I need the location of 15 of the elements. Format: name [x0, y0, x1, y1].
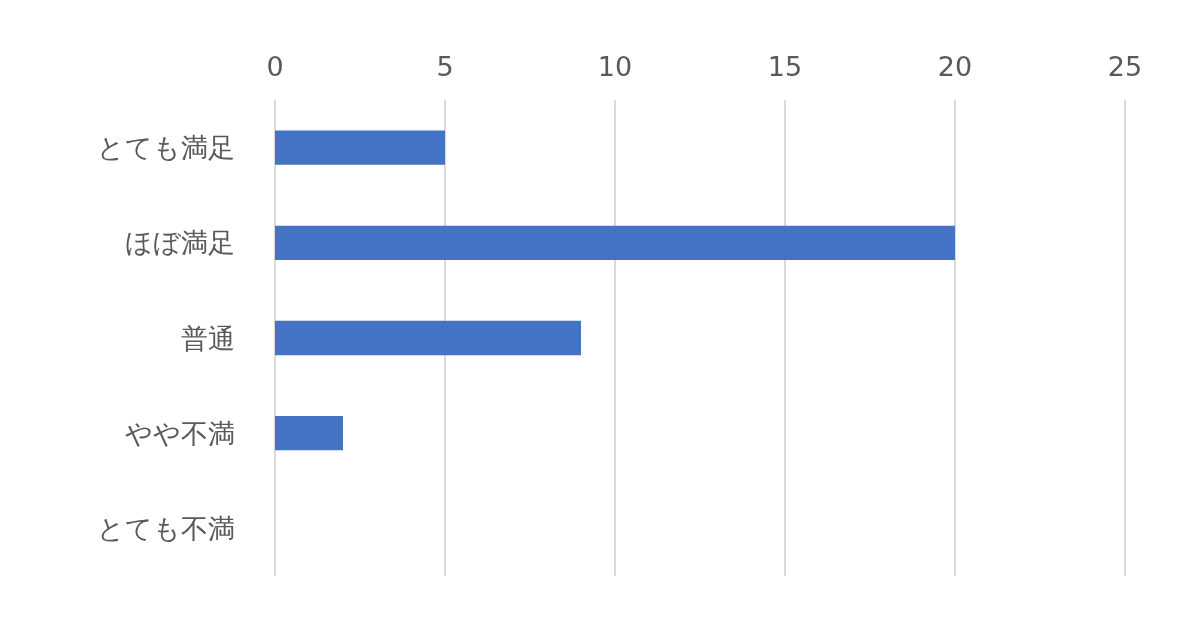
y-tick-label: やや不満: [125, 417, 235, 449]
x-tick-label: 0: [266, 51, 284, 82]
x-tick-label: 20: [937, 51, 973, 82]
y-tick-label: とても満足: [97, 132, 235, 164]
bar: [275, 130, 445, 165]
x-tick-label: 25: [1107, 51, 1143, 82]
y-tick-label: 普通: [181, 322, 235, 354]
bar: [275, 225, 955, 260]
x-tick-label: 15: [767, 51, 803, 82]
bar: [275, 416, 343, 451]
x-tick-label: 10: [597, 51, 633, 82]
y-tick-label: ほぼ満足: [125, 227, 235, 259]
y-tick-label: とても不満: [97, 512, 235, 544]
x-tick-label: 5: [436, 51, 454, 82]
bar: [275, 320, 581, 356]
